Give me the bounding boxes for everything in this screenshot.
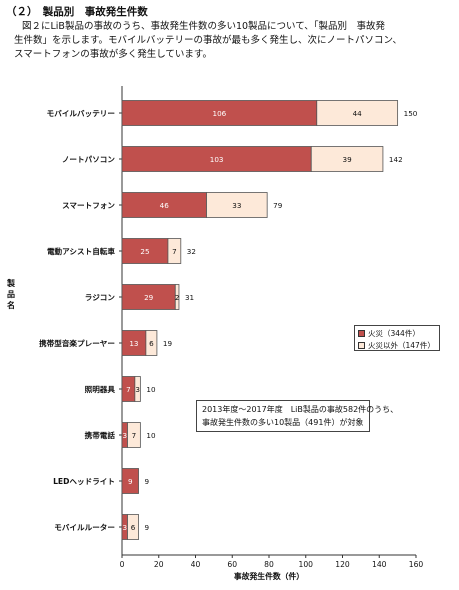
bar-fire [121, 146, 312, 172]
intro-line: 図２にLiB製品の事故のうち、事故発生件数の多い10製品について、「製品別 事故… [22, 21, 386, 32]
category-label: ノートパソコン [62, 154, 116, 164]
data-label-other: 44 [353, 109, 363, 118]
data-label-total: 9 [145, 523, 150, 532]
intro-line: スマートフォンの事故が多く発生しています。 [14, 49, 212, 60]
legend-item-other: 火災以外（147件） [358, 339, 436, 351]
data-label-total: 142 [389, 155, 403, 164]
bar-other [206, 192, 268, 218]
bar-other [316, 100, 399, 126]
legend-label-other: 火災以外（147件） [368, 340, 435, 350]
data-label-other: 6 [131, 523, 136, 532]
data-label-total: 32 [187, 247, 196, 256]
data-label-fire: 103 [210, 155, 224, 164]
x-tick-label: 0 [120, 560, 125, 569]
data-label-total: 31 [185, 293, 194, 302]
bar-fire [121, 238, 169, 264]
data-label-fire: 13 [129, 339, 138, 348]
intro-paragraph: 図２にLiB製品の事故のうち、事故発生件数の多い10製品について、「製品別 事故… [14, 20, 454, 62]
data-label-fire: 25 [140, 247, 149, 256]
x-tick-label: 140 [372, 560, 387, 569]
category-label: 携帯型音楽プレーヤー [39, 338, 115, 348]
data-label-total: 10 [146, 431, 156, 440]
data-label-total: 9 [145, 477, 150, 486]
x-axis-title: 事故発生件数（件） [234, 571, 304, 581]
data-label-fire: 3 [122, 523, 127, 532]
x-tick-label: 120 [335, 560, 350, 569]
bar-other [127, 514, 139, 540]
legend-swatch-other [358, 341, 365, 349]
data-label-total: 150 [404, 109, 418, 118]
data-label-total: 19 [163, 339, 173, 348]
scope-note: 2013年度～2017年度 LiB製品の事故582件のうち、 事故発生件数の多い… [196, 400, 399, 432]
bar-fire [121, 284, 176, 310]
y-axis-title: 製 品 名 [6, 278, 16, 311]
legend-swatch-fire [358, 329, 365, 337]
x-tick-label: 20 [154, 560, 164, 569]
data-label-fire: 7 [126, 385, 131, 394]
data-label-other: 3 [135, 385, 140, 394]
x-tick-label: 160 [409, 560, 424, 569]
data-label-other: 6 [149, 339, 154, 348]
note-line: 2013年度～2017年度 LiB製品の事故582件のうち、 [202, 405, 399, 414]
bar-fire [121, 468, 139, 494]
note-line: 事故発生件数の多い10製品（491件）が対象 [202, 418, 364, 427]
category-label: 携帯電話 [85, 430, 116, 440]
x-tick-label: 80 [264, 560, 274, 569]
section-heading: （２） 製品別 事故発生件数 [6, 6, 148, 18]
legend-label-fire: 火災（344件） [368, 328, 420, 338]
bar-other [134, 376, 141, 402]
chart-legend: 火災（344件） 火災以外（147件） [354, 325, 440, 351]
y-axis-title-char: 名 [7, 301, 15, 310]
category-label: 電動アシスト自転車 [47, 246, 115, 256]
data-label-fire: 46 [160, 201, 170, 210]
category-label: モバイルバッテリー [47, 109, 115, 118]
category-label: スマートフォン [62, 201, 115, 210]
category-label: ラジコン [85, 293, 116, 302]
data-label-total: 10 [146, 385, 156, 394]
data-label-other: 7 [132, 431, 137, 440]
bar-other [127, 422, 141, 448]
data-label-total: 79 [273, 201, 283, 210]
data-label-other: 33 [232, 201, 241, 210]
data-label-fire: 106 [213, 109, 227, 118]
category-label: 照明器具 [85, 385, 116, 394]
data-label-other: 2 [175, 293, 180, 302]
data-label-other: 39 [343, 155, 353, 164]
x-tick-label: 40 [191, 560, 201, 569]
y-axis-title-char: 製 [7, 279, 15, 288]
bar-other [167, 238, 182, 264]
data-label-fire: 9 [128, 477, 133, 486]
bar-fire [121, 192, 207, 218]
legend-item-fire: 火災（344件） [358, 327, 436, 339]
category-label: LEDヘッドライト [53, 477, 115, 486]
x-tick-label: 60 [227, 560, 237, 569]
category-label: モバイルルーター [54, 522, 115, 532]
bar-other [310, 146, 384, 172]
data-label-fire: 29 [144, 293, 154, 302]
data-label-other: 7 [172, 247, 177, 256]
bar-other [174, 284, 180, 310]
data-label-fire: 3 [122, 431, 127, 440]
y-axis-title-char: 品 [7, 290, 15, 299]
bar-other [145, 330, 158, 356]
intro-line: 生件数」を示します。モバイルバッテリーの事故が最も多く発生し、次にノートパソコン… [14, 35, 402, 46]
x-tick-label: 100 [299, 560, 314, 569]
